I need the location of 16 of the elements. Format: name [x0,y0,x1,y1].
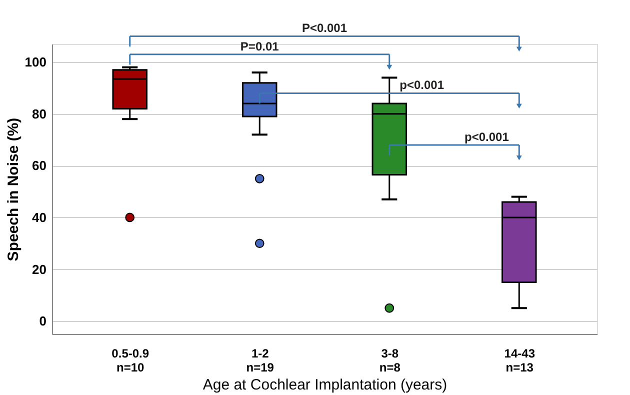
x-tick-label: 0.5-0.9 n=10 [112,346,150,374]
x-tick-label: 3-8 n=8 [379,346,401,374]
x-axis-title: Age at Cochlear Implantation (years) [202,376,448,394]
y-tick-label: 60 [32,158,46,174]
y-tick-label: 100 [24,54,46,70]
annotation: p<0.001 [464,130,510,144]
annotation: P=0.01 [240,39,280,54]
y-tick-label: 20 [32,262,46,277]
annotation: p<0.001 [400,78,444,92]
y-axis-title: Speech in Noise (%) [4,118,22,262]
x-tick-label: 1-2 n=19 [246,346,274,374]
y-tick-label: 0 [39,314,46,329]
y-tick-label: 40 [32,210,46,225]
y-tick-label: 80 [32,106,46,122]
x-tick-label: 14-43 n=13 [504,346,536,374]
text: P<0.001 [302,21,348,36]
